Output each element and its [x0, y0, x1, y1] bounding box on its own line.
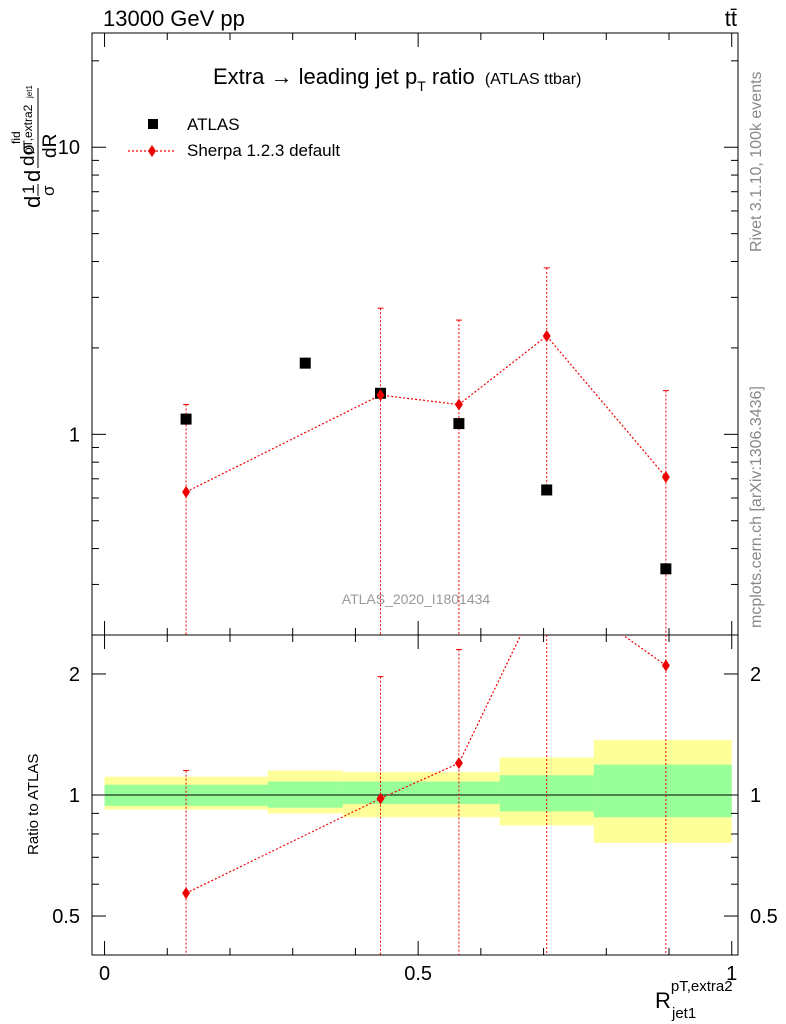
y-axis-label-main: d 1 σ d dσ fid pT,extra2 jet1 dR	[9, 85, 61, 208]
legend: ATLAS Sherpa 1.2.3 default	[128, 115, 340, 160]
x-tick-label: 1	[726, 963, 737, 985]
svg-text:d: d	[20, 196, 45, 208]
y-tick-label: 10	[58, 137, 80, 159]
ratio-y-tick-label-right: 0.5	[750, 906, 778, 928]
sherpa-point	[376, 389, 385, 402]
ratio-y-tick-label: 0.5	[52, 906, 80, 928]
atlas-point	[660, 563, 672, 575]
atlas-point	[541, 484, 553, 496]
legend-sherpa-marker	[148, 145, 156, 157]
legend-sherpa-label: Sherpa 1.2.3 default	[187, 141, 340, 160]
svg-text:dR: dR	[40, 134, 61, 158]
ratio-uncertainty-bands	[92, 740, 738, 843]
axis-ticks	[92, 33, 738, 956]
chart-title: Extra → leading jet pT ratio (ATLAS ttba…	[213, 64, 581, 94]
sherpa-ratio-point	[182, 887, 191, 900]
band-inner	[593, 764, 732, 818]
x-tick-label: 0.5	[404, 963, 432, 985]
x-axis-label-sub: jet1	[671, 1005, 696, 1022]
svg-text:1: 1	[19, 185, 38, 194]
legend-atlas-marker	[148, 119, 158, 129]
y-axis-label-ratio: Ratio to ATLAS	[25, 754, 42, 855]
atlas-point	[453, 418, 465, 430]
x-tick-label: 0	[99, 963, 110, 985]
sherpa-point	[454, 398, 463, 411]
ratio-y-tick-label-right: 2	[750, 664, 761, 686]
process-label: tt̄	[725, 6, 737, 31]
ratio-y-tick-label: 2	[69, 664, 80, 686]
svg-text:fid: fid	[9, 131, 23, 144]
sherpa-ratio-point	[661, 659, 670, 672]
sherpa-ratio-point	[454, 757, 463, 770]
svg-text:jet1: jet1	[25, 85, 34, 99]
sherpa-point	[661, 471, 670, 484]
sherpa-line	[185, 335, 667, 493]
ratio-y-tick-label: 1	[69, 785, 80, 807]
mcplots-label: mcplots.cern.ch [arXiv:1306.3436]	[748, 386, 765, 628]
sherpa-ratio-line	[185, 635, 667, 894]
analysis-label: ATLAS_2020_I1801434	[342, 591, 491, 607]
energy-label: 13000 GeV pp	[103, 6, 245, 31]
legend-atlas-label: ATLAS	[187, 115, 240, 134]
atlas-point	[180, 413, 192, 425]
sherpa-ratio-point	[376, 792, 385, 805]
band-inner	[499, 775, 594, 812]
atlas-point	[299, 357, 311, 369]
sherpa-point	[182, 485, 191, 498]
sherpa-point	[542, 330, 551, 343]
axis-tick-labels: 0 0.5 1 1 10 0.5 0.5 1 1 2 2	[52, 137, 778, 985]
ratio-y-tick-label-right: 1	[750, 785, 761, 807]
rivet-label: Rivet 3.1.10, 100k events	[748, 71, 765, 252]
svg-text:σ: σ	[39, 185, 58, 196]
y-tick-label: 1	[69, 424, 80, 446]
band-inner	[342, 781, 500, 804]
svg-text:d: d	[20, 170, 45, 182]
svg-text:pT,extra2: pT,extra2	[21, 104, 35, 154]
svg-text:dσ: dσ	[18, 143, 39, 166]
x-axis-label: RpT,extra2	[655, 978, 733, 1013]
data-marks	[180, 267, 672, 955]
